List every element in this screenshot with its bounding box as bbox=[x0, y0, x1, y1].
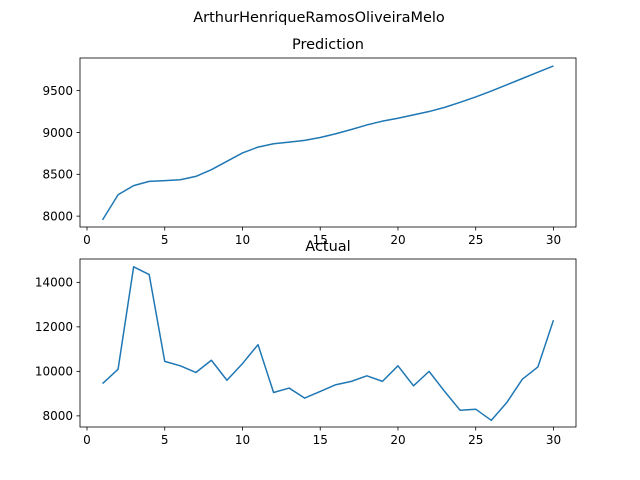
figure-suptitle: ArthurHenriqueRamosOliveiraMelo bbox=[193, 10, 445, 26]
chart-actual-xtick-label: 25 bbox=[468, 433, 483, 447]
chart-actual: 0 5 10 15 20 25 30 8000 10000 12000 14000 Actual bbox=[35, 239, 577, 447]
chart-prediction-ytick-label: 8000 bbox=[42, 209, 73, 223]
chart-prediction-title: Prediction bbox=[292, 37, 364, 53]
chart-prediction-ytick-label: 9500 bbox=[42, 84, 73, 98]
chart-prediction-xtick-label: 5 bbox=[161, 233, 169, 247]
chart-actual-frame bbox=[79, 258, 577, 428]
chart-actual-ytick-label: 10000 bbox=[35, 365, 73, 379]
chart-prediction-xtick-label: 0 bbox=[83, 233, 91, 247]
chart-actual-xtick-label: 10 bbox=[235, 433, 250, 447]
chart-actual-series-line bbox=[102, 266, 555, 422]
chart-prediction: 0 5 10 15 20 25 30 8000 8500 9000 9500 Prediction bbox=[42, 37, 577, 247]
chart-prediction-ytick-label: 8500 bbox=[42, 168, 73, 182]
chart-actual-xtick-label: 20 bbox=[390, 433, 405, 447]
chart-actual-ytick-label: 12000 bbox=[35, 320, 73, 334]
chart-prediction-ytick-label: 9000 bbox=[42, 126, 73, 140]
chart-prediction-xtick-label: 15 bbox=[313, 233, 328, 247]
chart-actual-xtick-label: 5 bbox=[161, 433, 169, 447]
chart-actual-xtick-label: 0 bbox=[83, 433, 91, 447]
chart-actual-title: Actual bbox=[305, 239, 350, 255]
chart-prediction-xtick-label: 20 bbox=[390, 233, 405, 247]
chart-actual-xtick-label: 15 bbox=[313, 433, 328, 447]
chart-prediction-xtick-label: 10 bbox=[235, 233, 250, 247]
chart-prediction-series-line bbox=[101, 65, 554, 221]
chart-actual-xtick-label: 30 bbox=[546, 433, 561, 447]
chart-prediction-xtick-label: 25 bbox=[468, 233, 483, 247]
chart-actual-ytick-label: 8000 bbox=[42, 409, 73, 423]
chart-prediction-xtick-label: 30 bbox=[546, 233, 561, 247]
chart-prediction-frame bbox=[79, 57, 577, 228]
chart-actual-ytick-label: 14000 bbox=[35, 276, 73, 290]
